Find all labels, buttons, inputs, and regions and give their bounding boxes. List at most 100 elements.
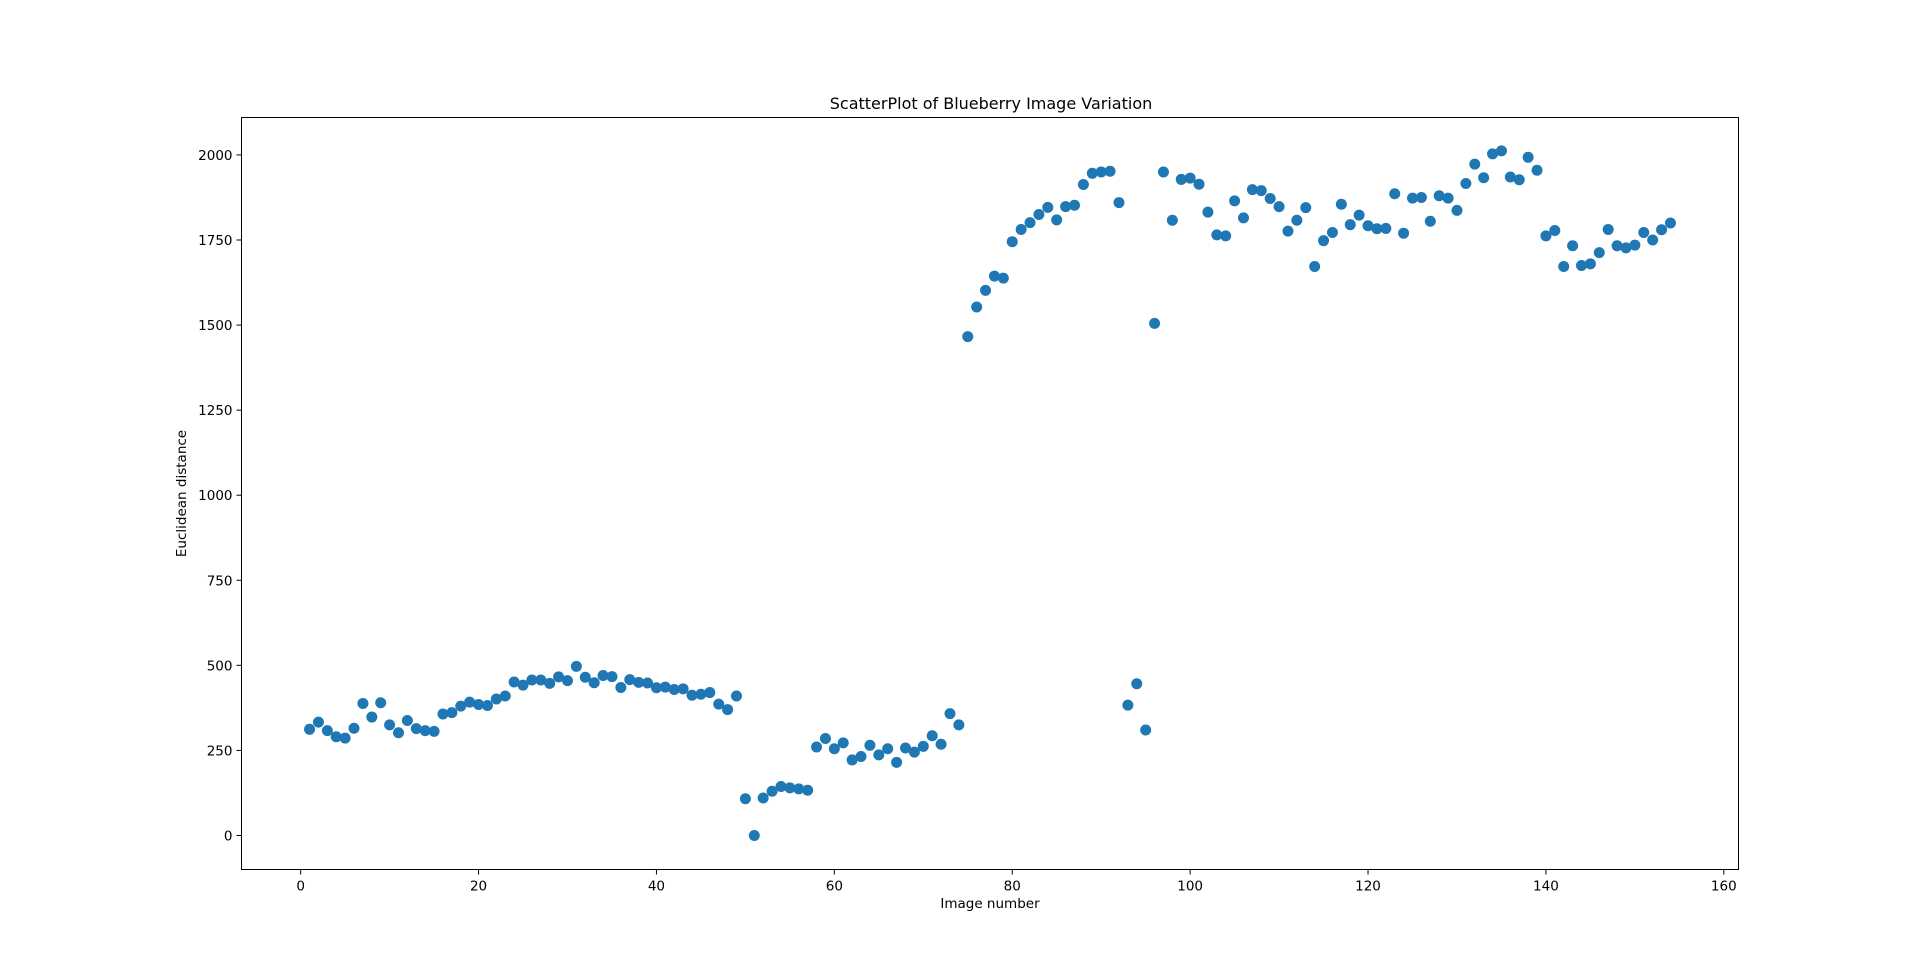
data-point: [1469, 158, 1481, 170]
data-point: [517, 679, 529, 691]
data-point: [490, 693, 502, 705]
data-point: [1460, 178, 1472, 190]
data-point: [864, 739, 876, 751]
plot-area-frame: [241, 117, 1739, 870]
data-point: [1149, 317, 1161, 329]
data-point: [704, 687, 716, 699]
data-point: [1122, 699, 1134, 711]
chart-title: ScatterPlot of Blueberry Image Variation: [830, 94, 1153, 113]
data-point: [1095, 166, 1107, 178]
data-point: [1246, 184, 1258, 196]
data-point: [695, 688, 707, 700]
y-tick-label: 500: [207, 658, 233, 674]
data-point: [1157, 166, 1169, 178]
data-point: [1113, 197, 1125, 209]
data-point: [1442, 192, 1454, 204]
data-point: [882, 743, 894, 755]
y-tick-label: 750: [207, 573, 233, 589]
data-point: [606, 671, 618, 683]
y-tick-label: 1250: [198, 403, 232, 419]
data-point: [1380, 222, 1392, 234]
y-tick-label: 0: [224, 828, 233, 844]
data-point: [553, 671, 565, 683]
data-point: [401, 714, 413, 726]
data-point: [686, 689, 698, 701]
data-point: [793, 783, 805, 795]
data-point: [339, 732, 351, 744]
data-point: [1513, 174, 1525, 186]
data-point: [1273, 201, 1285, 213]
data-point: [1629, 239, 1641, 251]
data-point: [677, 683, 689, 695]
data-point: [1371, 223, 1383, 235]
data-point: [713, 698, 725, 710]
data-point: [784, 782, 796, 794]
data-point: [1069, 199, 1081, 211]
data-point: [535, 674, 547, 686]
data-point: [997, 272, 1009, 284]
data-point: [1193, 178, 1205, 190]
data-point: [988, 270, 1000, 282]
data-point: [1335, 198, 1347, 210]
data-point: [668, 683, 680, 695]
x-tick-label: 0: [296, 879, 305, 895]
data-point: [1620, 242, 1632, 254]
data-point: [1424, 215, 1436, 227]
data-point: [828, 743, 840, 755]
data-point: [570, 660, 582, 672]
data-point: [1504, 171, 1516, 183]
data-point: [1647, 234, 1659, 246]
y-axis-ticks: 0 250 500 750 1000 1250 1500 1750 2000: [198, 148, 242, 844]
data-point: [1638, 227, 1650, 239]
data-point: [1415, 191, 1427, 203]
data-point: [1584, 258, 1596, 270]
data-point: [1104, 165, 1116, 177]
data-point: [1131, 678, 1143, 690]
data-point: [722, 704, 734, 716]
data-point: [366, 711, 378, 723]
data-point: [419, 725, 431, 737]
data-point: [410, 723, 422, 735]
data-point: [730, 690, 742, 702]
data-point: [375, 697, 387, 709]
data-point: [544, 677, 556, 689]
data-point: [481, 699, 493, 711]
data-point: [953, 719, 965, 731]
data-point: [1166, 214, 1178, 226]
y-tick-label: 250: [207, 743, 233, 759]
data-point: [1398, 227, 1410, 239]
data-point: [1522, 151, 1534, 163]
data-point: [873, 749, 885, 761]
x-tick-label: 100: [1177, 879, 1203, 895]
data-point: [499, 690, 511, 702]
data-point: [304, 723, 316, 735]
data-point: [1006, 236, 1018, 248]
y-tick-label: 1000: [198, 488, 232, 504]
data-point: [962, 331, 974, 343]
data-point: [330, 731, 342, 743]
data-point: [1389, 188, 1401, 200]
data-point: [1077, 179, 1089, 191]
data-point: [1656, 224, 1668, 236]
data-point: [1362, 220, 1374, 232]
data-point: [855, 751, 867, 763]
data-point: [1024, 217, 1036, 229]
data-point: [1540, 230, 1552, 242]
x-tick-label: 80: [1004, 879, 1021, 895]
data-point: [775, 780, 787, 792]
data-point: [579, 671, 591, 683]
data-point: [935, 738, 947, 750]
data-point: [1326, 227, 1338, 239]
data-point: [1318, 235, 1330, 247]
data-point: [1086, 167, 1098, 179]
data-point: [926, 730, 938, 742]
data-point: [1282, 225, 1294, 237]
data-point: [508, 676, 520, 688]
data-point: [437, 708, 449, 720]
data-point: [1051, 214, 1063, 226]
data-point: [464, 696, 476, 708]
data-point: [650, 682, 662, 694]
data-point: [980, 284, 992, 296]
data-point: [1495, 145, 1507, 157]
